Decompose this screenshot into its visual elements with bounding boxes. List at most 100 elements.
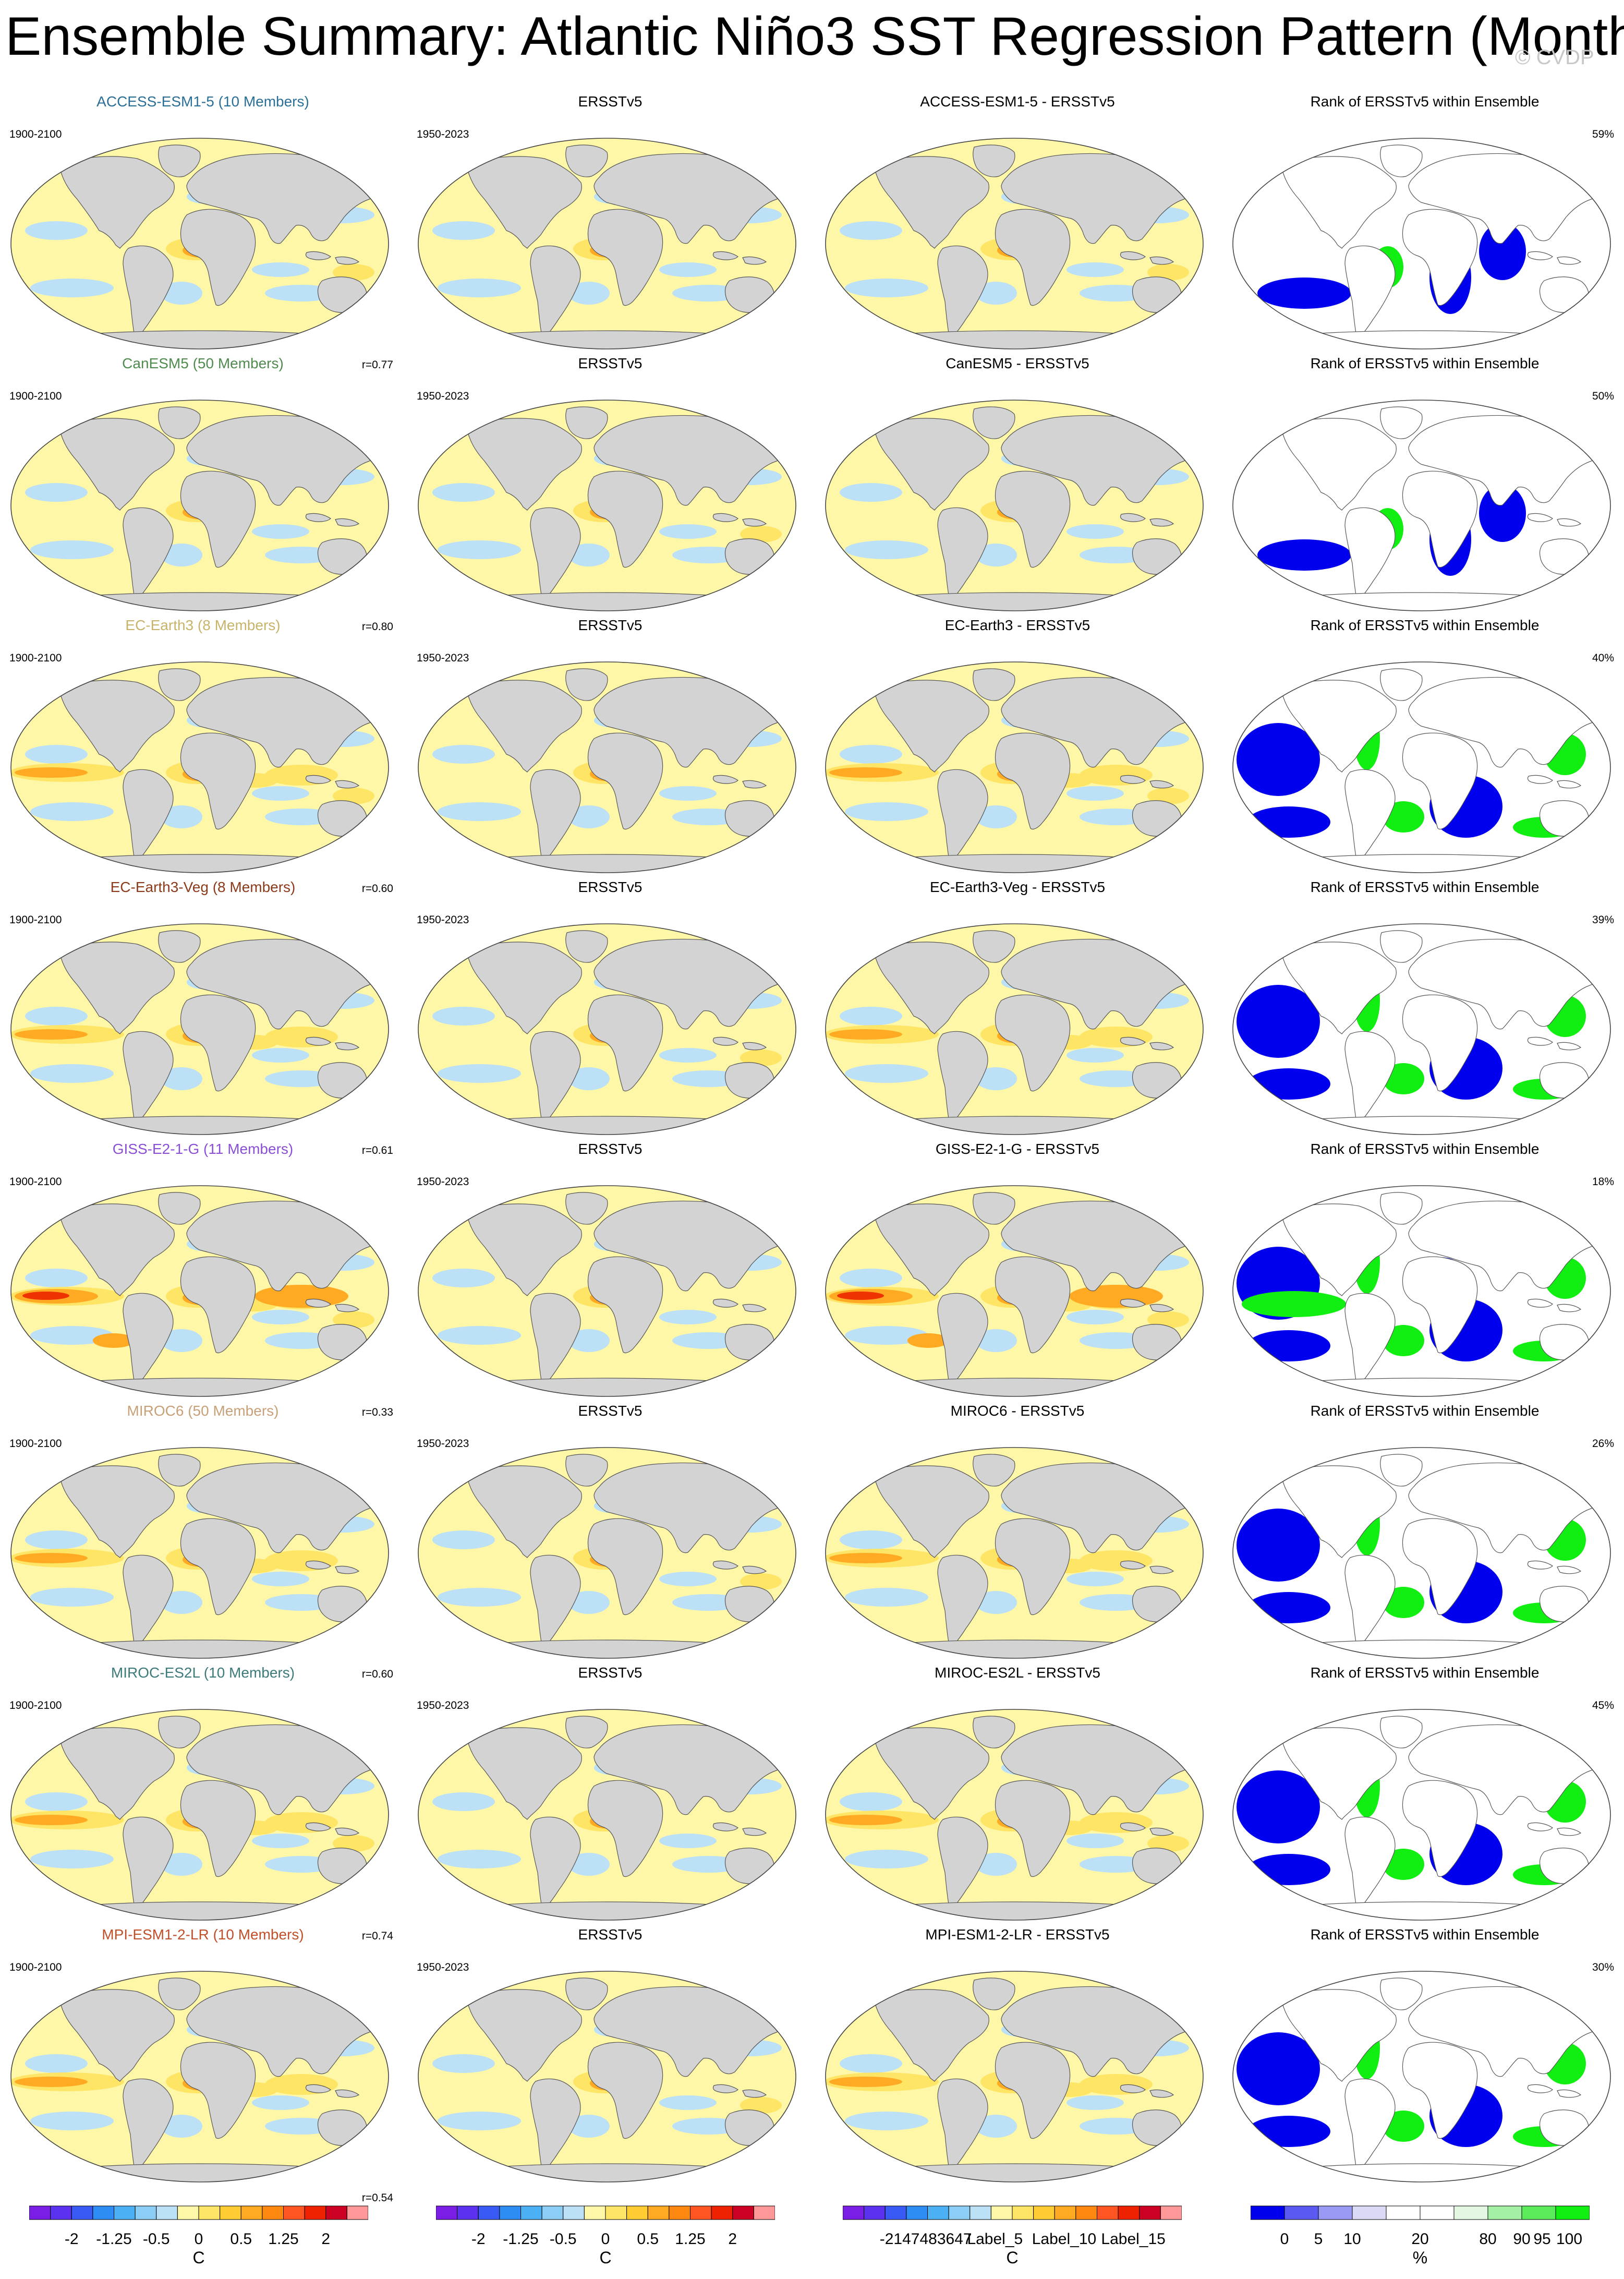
panel-title: GISS-E2-1-G (11 Members): [112, 1141, 294, 1157]
colorbar-swatch: [220, 2205, 241, 2220]
colorbar-swatch: [1521, 2205, 1556, 2220]
sst-map: [10, 400, 389, 611]
map-panel-model: MIROC-ES2L (10 Members) 1900-2100 r=0.74: [0, 1665, 406, 1944]
colorbar-swatch: [156, 2205, 178, 2220]
panel-title: ERSSTv5: [578, 1926, 643, 1943]
period-label: 1950-2023: [417, 914, 469, 926]
colorbar-tick-label: Label_5: [967, 2230, 1023, 2248]
colorbar-swatch: [114, 2205, 136, 2220]
colorbar-tick-label: 5: [1314, 2230, 1323, 2248]
rank-percent: 18%: [1592, 1176, 1614, 1188]
period-label: 1900-2100: [9, 1699, 62, 1711]
colorbar-tick-label: 0: [601, 2230, 610, 2248]
pattern-correlation: r=0.60: [361, 1668, 393, 1680]
pattern-correlation: r=0.77: [361, 359, 393, 371]
colorbar-swatch: [29, 2205, 51, 2220]
watermark: © CVDP: [1515, 46, 1594, 69]
colorbar-swatch: [1118, 2205, 1140, 2220]
colorbar-swatch: [71, 2205, 93, 2220]
colorbar-swatch: [563, 2205, 585, 2220]
panel-title: ERSSTv5: [578, 93, 643, 110]
sst-map: [10, 1971, 389, 2182]
period-label: 1950-2023: [417, 390, 469, 402]
map-panel-obs: ERSSTv5 1950-2023: [407, 355, 813, 634]
colorbar-swatch: [1487, 2205, 1522, 2220]
map-panel-diff: MIROC6 - ERSSTv5: [815, 1403, 1220, 1682]
map-panel-obs: ERSSTv5 1950-2023: [407, 93, 813, 372]
colorbar: [29, 2205, 368, 2220]
sst-map: [825, 661, 1204, 873]
colorbar-swatch: [1352, 2205, 1387, 2220]
colorbar-swatch: [1033, 2205, 1055, 2220]
colorbar-swatch: [1012, 2205, 1034, 2220]
map-panel-model: EC-Earth3 (8 Members) 1900-2100 r=0.60: [0, 617, 406, 896]
panel-title: Rank of ERSSTv5 within Ensemble: [1310, 1665, 1540, 1681]
panel-title: MPI-ESM1-2-LR - ERSSTv5: [925, 1926, 1110, 1943]
colorbar-swatch: [647, 2205, 670, 2220]
period-label: 1900-2100: [9, 128, 62, 140]
sst-map: [825, 138, 1204, 349]
sst-map: [825, 1971, 1204, 2182]
colorbar-swatch: [843, 2205, 865, 2220]
panel-title: GISS-E2-1-G - ERSSTv5: [935, 1141, 1100, 1157]
panel-title: ACCESS-ESM1-5 - ERSSTv5: [920, 93, 1115, 110]
map-panel-model: EC-Earth3-Veg (8 Members) 1900-2100 r=0.61: [0, 879, 406, 1158]
colorbar-tick-label: 10: [1343, 2230, 1361, 2248]
colorbar-swatch: [753, 2205, 775, 2220]
panel-title: MIROC6 - ERSSTv5: [950, 1403, 1085, 1419]
colorbar-tick-label: -1.25: [96, 2230, 132, 2248]
sst-map: [10, 1709, 389, 1921]
sst-map: [418, 1709, 796, 1921]
colorbar-swatch: [177, 2205, 199, 2220]
colorbar-swatch: [1386, 2205, 1421, 2220]
rank-map: [1232, 923, 1611, 1135]
colorbar-swatch: [690, 2205, 712, 2220]
panel-title: MIROC-ES2L - ERSSTv5: [935, 1665, 1100, 1681]
sst-map: [418, 400, 796, 611]
colorbar-swatch: [541, 2205, 564, 2220]
map-panel-obs: ERSSTv5 1950-2023: [407, 1141, 813, 1420]
colorbar-tick-label: 2: [728, 2230, 737, 2248]
map-panel-rank: Rank of ERSSTv5 within Ensemble 30%: [1222, 1926, 1624, 2205]
colorbar-tick-label: 0.5: [230, 2230, 252, 2248]
map-panel-rank: Rank of ERSSTv5 within Ensemble 50%: [1222, 355, 1624, 634]
colorbar-tick-label: 95: [1533, 2230, 1551, 2248]
colorbar-swatch: [969, 2205, 991, 2220]
colorbar-swatch: [304, 2205, 326, 2220]
sst-map: [418, 661, 796, 873]
map-panel-model: MPI-ESM1-2-LR (10 Members) 1900-2100 r=0.5…: [0, 1926, 406, 2205]
map-panel-obs: ERSSTv5 1950-2023: [407, 617, 813, 896]
sst-map: [418, 923, 796, 1135]
map-panel-diff: CanESM5 - ERSSTv5: [815, 355, 1220, 634]
colorbar-swatch: [499, 2205, 521, 2220]
colorbar-swatch: [1139, 2205, 1161, 2220]
map-panel-obs: ERSSTv5 1950-2023: [407, 1665, 813, 1944]
colorbar-swatch: [927, 2205, 949, 2220]
colorbar-tick-label: 1.25: [268, 2230, 299, 2248]
colorbar: [1251, 2205, 1590, 2220]
colorbar-tick-label: Label_10: [1032, 2230, 1097, 2248]
colorbar-swatch: [1075, 2205, 1097, 2220]
period-label: 1950-2023: [417, 1961, 469, 1973]
colorbar: [436, 2205, 775, 2220]
sst-map: [418, 138, 796, 349]
rank-map: [1232, 1185, 1611, 1397]
period-label: 1900-2100: [9, 1176, 62, 1188]
map-panel-rank: Rank of ERSSTv5 within Ensemble 45%: [1222, 1665, 1624, 1944]
panel-title: MIROC-ES2L (10 Members): [111, 1665, 295, 1681]
rank-percent: 45%: [1592, 1699, 1614, 1711]
period-label: 1950-2023: [417, 1176, 469, 1188]
colorbar-swatch: [605, 2205, 627, 2220]
colorbar-swatch: [457, 2205, 479, 2220]
panel-title: Rank of ERSSTv5 within Ensemble: [1310, 1141, 1540, 1157]
panel-title: Rank of ERSSTv5 within Ensemble: [1310, 617, 1540, 633]
colorbar-swatch: [1555, 2205, 1590, 2220]
period-label: 1950-2023: [417, 1699, 469, 1711]
panel-title: CanESM5 (50 Members): [122, 355, 284, 371]
colorbar-swatch: [520, 2205, 542, 2220]
colorbar-swatch: [262, 2205, 284, 2220]
period-label: 1950-2023: [417, 1438, 469, 1450]
colorbar-swatch: [1420, 2205, 1455, 2220]
panel-title: Rank of ERSSTv5 within Ensemble: [1310, 355, 1540, 371]
